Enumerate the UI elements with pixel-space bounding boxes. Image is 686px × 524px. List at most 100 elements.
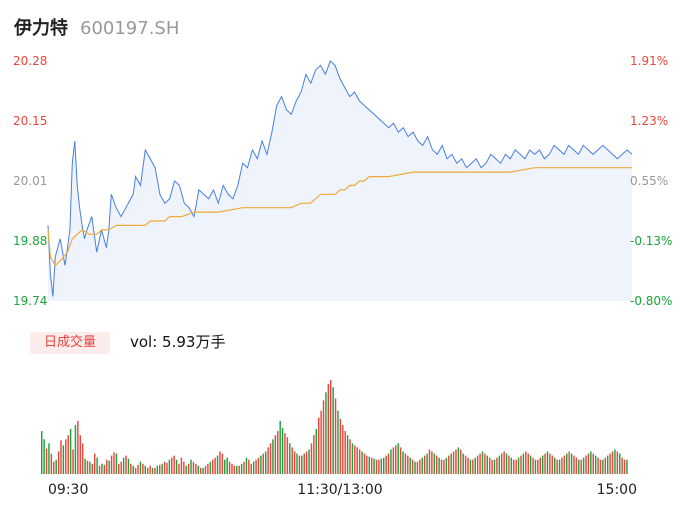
volume-bar	[89, 461, 91, 474]
volume-bar	[520, 455, 522, 474]
price-area	[48, 61, 632, 301]
volume-bar	[375, 459, 378, 474]
volume-bar	[317, 417, 320, 474]
y-tick-left: 19.74	[13, 294, 47, 308]
volume-bar	[45, 448, 48, 474]
volume-bar	[440, 459, 443, 474]
volume-bar	[175, 459, 178, 474]
volume-bar	[356, 447, 358, 474]
volume-bar	[57, 451, 60, 474]
volume-bar	[373, 458, 375, 474]
volume-bar	[202, 467, 204, 474]
volume-bar	[236, 465, 238, 474]
volume-bar	[221, 453, 224, 474]
volume-bar	[320, 410, 322, 474]
volume-bar	[503, 451, 505, 474]
volume-bar	[277, 431, 279, 474]
volume-bar	[166, 462, 168, 474]
volume-bar	[349, 439, 351, 474]
volume-bar	[293, 451, 296, 474]
volume-bar	[151, 467, 154, 474]
volume-bar	[41, 431, 43, 474]
volume-bar	[597, 457, 599, 474]
volume-bar	[481, 451, 484, 474]
volume-bar	[214, 457, 216, 474]
volume-bar	[616, 451, 619, 474]
volume-bar	[190, 459, 192, 474]
volume-bar	[517, 457, 520, 474]
volume-bar	[585, 455, 587, 474]
volume-bar	[315, 429, 317, 474]
volume-bar	[537, 459, 539, 474]
volume-bar	[296, 453, 298, 474]
volume-bar	[50, 453, 53, 474]
volume-bar	[611, 451, 614, 474]
volume-bar	[435, 455, 438, 474]
volume-bar	[411, 459, 414, 474]
volume-bar	[467, 457, 469, 474]
volume-bar	[74, 425, 77, 474]
volume-bar	[134, 467, 137, 474]
volume-bar	[93, 453, 96, 474]
volume-bar	[286, 437, 289, 474]
y-tick-right: 1.23%	[630, 114, 668, 128]
volume-bar	[344, 431, 346, 474]
volume-bar	[568, 451, 570, 474]
volume-bar	[558, 459, 561, 474]
volume-bar	[81, 443, 84, 474]
volume-bar	[62, 445, 65, 474]
volume-bar	[284, 433, 286, 474]
volume-bar	[195, 463, 197, 474]
volume-bar	[197, 465, 199, 474]
volume-bar	[216, 455, 219, 474]
volume-bar	[549, 453, 551, 474]
volume-bar	[346, 435, 349, 474]
volume-bar	[238, 465, 240, 474]
volume-bar	[443, 459, 445, 474]
stock-name: 伊力特	[14, 18, 68, 39]
volume-bar	[476, 455, 479, 474]
volume-bar	[53, 461, 55, 474]
volume-bar	[448, 455, 450, 474]
volume-bar	[226, 457, 228, 474]
volume-bar	[501, 453, 503, 474]
volume-bar	[204, 465, 207, 474]
volume-bar	[327, 384, 330, 474]
volume-bar	[248, 459, 250, 474]
volume-bar	[609, 453, 611, 474]
volume-bar	[199, 467, 202, 474]
x-tick-label: 09:30	[48, 482, 88, 498]
volume-bar	[77, 420, 79, 474]
volume-bar	[60, 440, 62, 474]
volume-bar	[409, 457, 411, 474]
volume-bar	[498, 455, 501, 474]
volume-bar	[566, 453, 568, 474]
volume-bar	[599, 459, 602, 474]
volume-bar	[122, 457, 125, 474]
volume-bar	[513, 459, 515, 474]
volume-bar	[144, 465, 146, 474]
volume-bar	[445, 457, 448, 474]
volume-bar	[183, 461, 185, 474]
volume-bar	[416, 461, 419, 474]
volume-bar	[163, 461, 166, 474]
volume-bar	[115, 453, 118, 474]
volume-bar	[623, 459, 626, 474]
volume-bar	[464, 455, 467, 474]
volume-bar	[233, 465, 236, 474]
volume-bar	[272, 439, 274, 474]
volume-bar	[118, 463, 120, 474]
volume-bar	[363, 453, 366, 474]
volume-bar	[322, 400, 325, 474]
volume-bar	[330, 380, 332, 474]
volume-bar	[462, 453, 464, 474]
volume-bar	[515, 459, 517, 474]
volume-bar	[185, 465, 187, 474]
volume-tab[interactable]: 日成交量	[30, 332, 110, 354]
volume-bar	[146, 467, 149, 474]
volume-bar	[262, 453, 265, 474]
volume-bar	[351, 443, 354, 474]
volume-bar	[619, 453, 621, 474]
volume-bar	[139, 461, 142, 474]
stock-header: 伊力特 600197.SH	[14, 14, 179, 39]
